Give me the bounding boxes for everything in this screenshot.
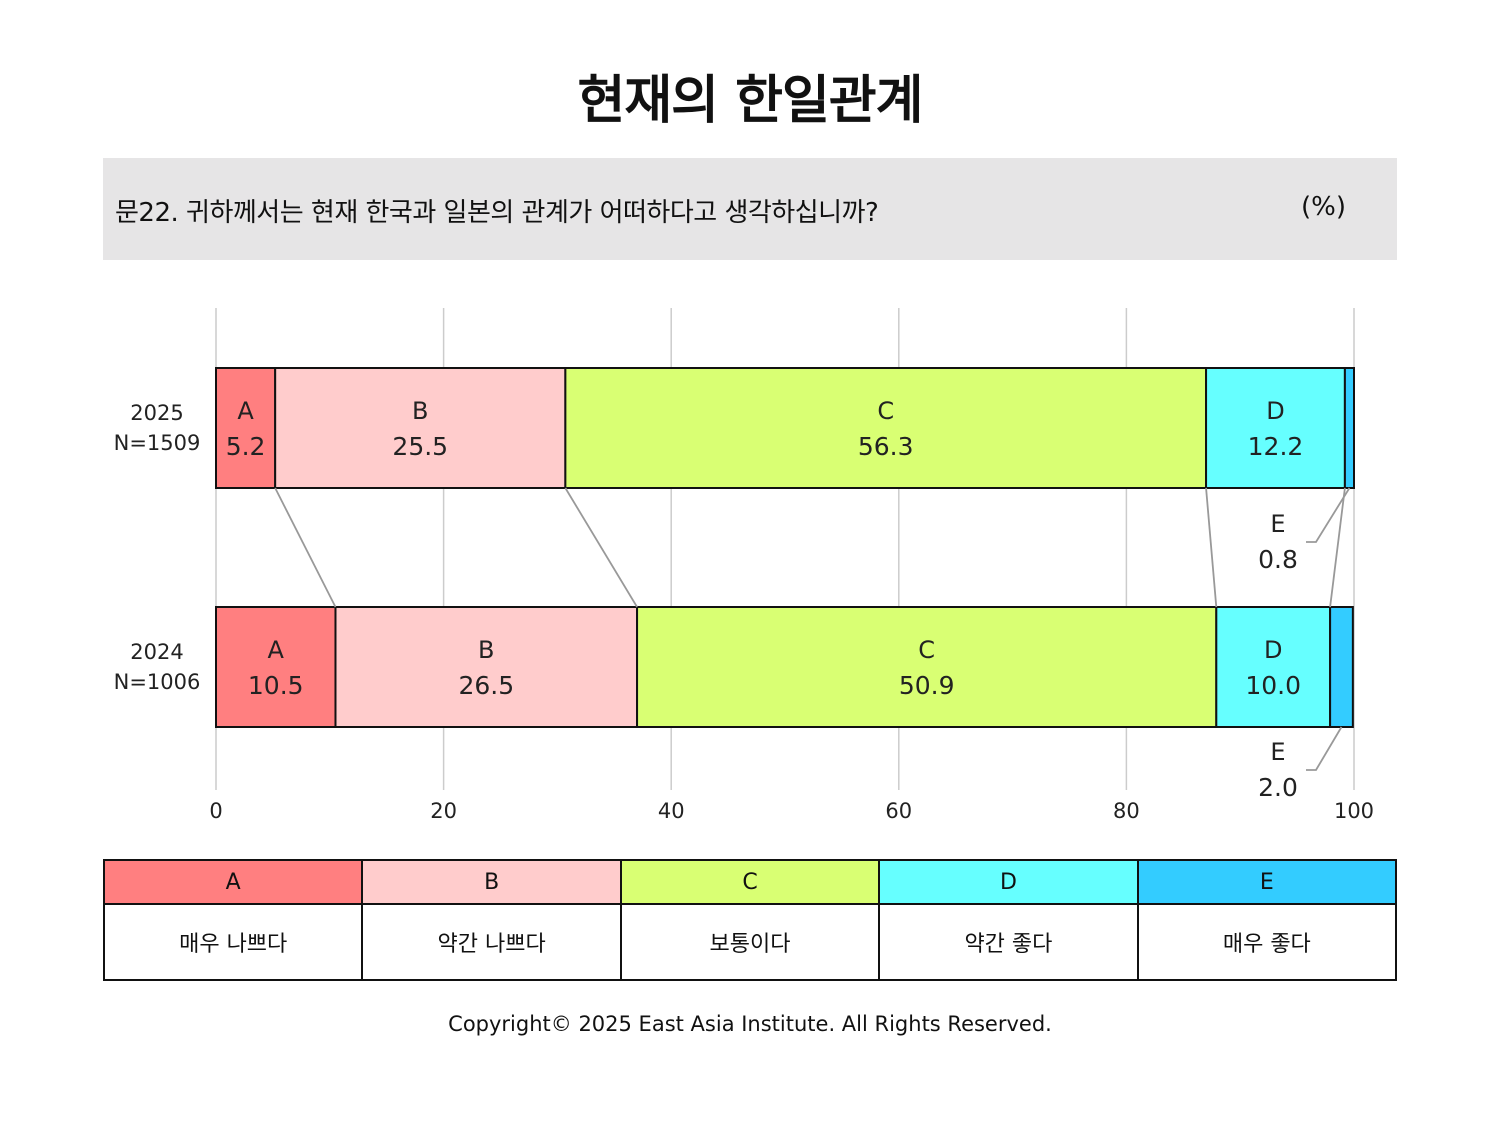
legend-key-d: D xyxy=(880,861,1137,905)
legend-key-a: A xyxy=(105,861,362,905)
bar-segment xyxy=(1215,606,1332,728)
x-tick-label: 20 xyxy=(430,799,457,823)
connector-line xyxy=(564,487,638,608)
legend-col-b: B 약간 나쁘다 xyxy=(363,861,622,979)
segment-key-label: B xyxy=(478,636,494,664)
data-label: 25.5 xyxy=(392,432,448,461)
x-tick-label: 80 xyxy=(1113,799,1140,823)
legend-label-d: 약간 좋다 xyxy=(964,932,1053,957)
bar-segment xyxy=(636,606,1218,728)
connector-line xyxy=(1205,487,1218,608)
x-tick-label: 60 xyxy=(885,799,912,823)
data-label: 5.2 xyxy=(226,432,266,461)
callout-line xyxy=(1306,726,1343,771)
question-box: 문22. 귀하께서는 현재 한국과 일본의 관계가 어떠하다고 생각하십니까? … xyxy=(103,158,1397,260)
connector-line xyxy=(274,487,337,608)
x-tick-label: 100 xyxy=(1334,799,1374,823)
data-label: 26.5 xyxy=(458,671,514,700)
connector-line xyxy=(1329,487,1346,608)
segment-key-label: B xyxy=(412,397,428,425)
row-label-year: 2025 xyxy=(130,401,183,425)
data-label: 56.3 xyxy=(858,432,914,461)
legend-table: A 매우 나쁘다 B 약간 나쁘다 C 보통이다 D 약간 좋다 E 매우 좋다 xyxy=(103,859,1397,981)
legend-key-c: C xyxy=(621,861,879,905)
segment-key-label: D xyxy=(1264,636,1282,664)
callout-value-label: 2.0 xyxy=(1258,773,1298,802)
bar-segment xyxy=(334,606,639,728)
legend-col-c: C 보통이다 xyxy=(621,861,881,979)
bar-segment xyxy=(215,367,277,489)
bar-segment xyxy=(1205,367,1346,489)
row-label-n: N=1509 xyxy=(114,431,201,455)
segment-key-label: D xyxy=(1266,397,1284,425)
data-label: 10.0 xyxy=(1245,671,1301,700)
legend-label-a: 매우 나쁘다 xyxy=(179,932,288,957)
stacked-bar-chart: 0 20 40 60 80 100 A 5.2 B 25.5 C 56.3 D 12.2 2025 N=150… xyxy=(114,308,1374,823)
unit-label: (%) xyxy=(1301,192,1346,222)
bar-segment xyxy=(1343,367,1355,489)
legend-col-e: E 매우 좋다 xyxy=(1138,861,1396,979)
x-tick-label: 0 xyxy=(209,799,222,823)
legend-label-c: 보통이다 xyxy=(709,932,791,957)
x-tick-label: 40 xyxy=(658,799,685,823)
bar-segment xyxy=(274,367,567,489)
legend-label-b: 약간 나쁘다 xyxy=(437,932,546,957)
bar-segment xyxy=(1329,606,1354,728)
row-label-year: 2024 xyxy=(130,640,183,664)
segment-key-label: C xyxy=(877,397,894,425)
legend-key-b: B xyxy=(363,861,620,905)
segment-key-label: A xyxy=(237,397,254,425)
page-title: 현재의 한일관계 xyxy=(577,71,924,131)
data-label: 50.9 xyxy=(899,671,955,700)
bar-segment xyxy=(215,606,337,728)
question-text: 문22. 귀하께서는 현재 한국과 일본의 관계가 어떠하다고 생각하십니까? xyxy=(115,198,879,228)
data-label: 10.5 xyxy=(248,671,304,700)
row-label-n: N=1006 xyxy=(114,670,201,694)
callout-line xyxy=(1306,487,1351,543)
legend-col-d: D 약간 좋다 xyxy=(880,861,1139,979)
bar-segment xyxy=(564,367,1208,489)
legend-label-e: 매우 좋다 xyxy=(1222,932,1311,957)
callout-value-label: 0.8 xyxy=(1258,545,1298,574)
legend-col-a: A 매우 나쁘다 xyxy=(105,861,364,979)
copyright-notice: Copyright© 2025 East Asia Institute. All… xyxy=(448,1012,1052,1036)
segment-key-label: A xyxy=(268,636,285,664)
callout-key-label: E xyxy=(1270,738,1285,766)
segment-key-label: C xyxy=(918,636,935,664)
data-label: 12.2 xyxy=(1248,432,1304,461)
legend-key-e: E xyxy=(1138,861,1396,905)
callout-key-label: E xyxy=(1270,510,1285,538)
